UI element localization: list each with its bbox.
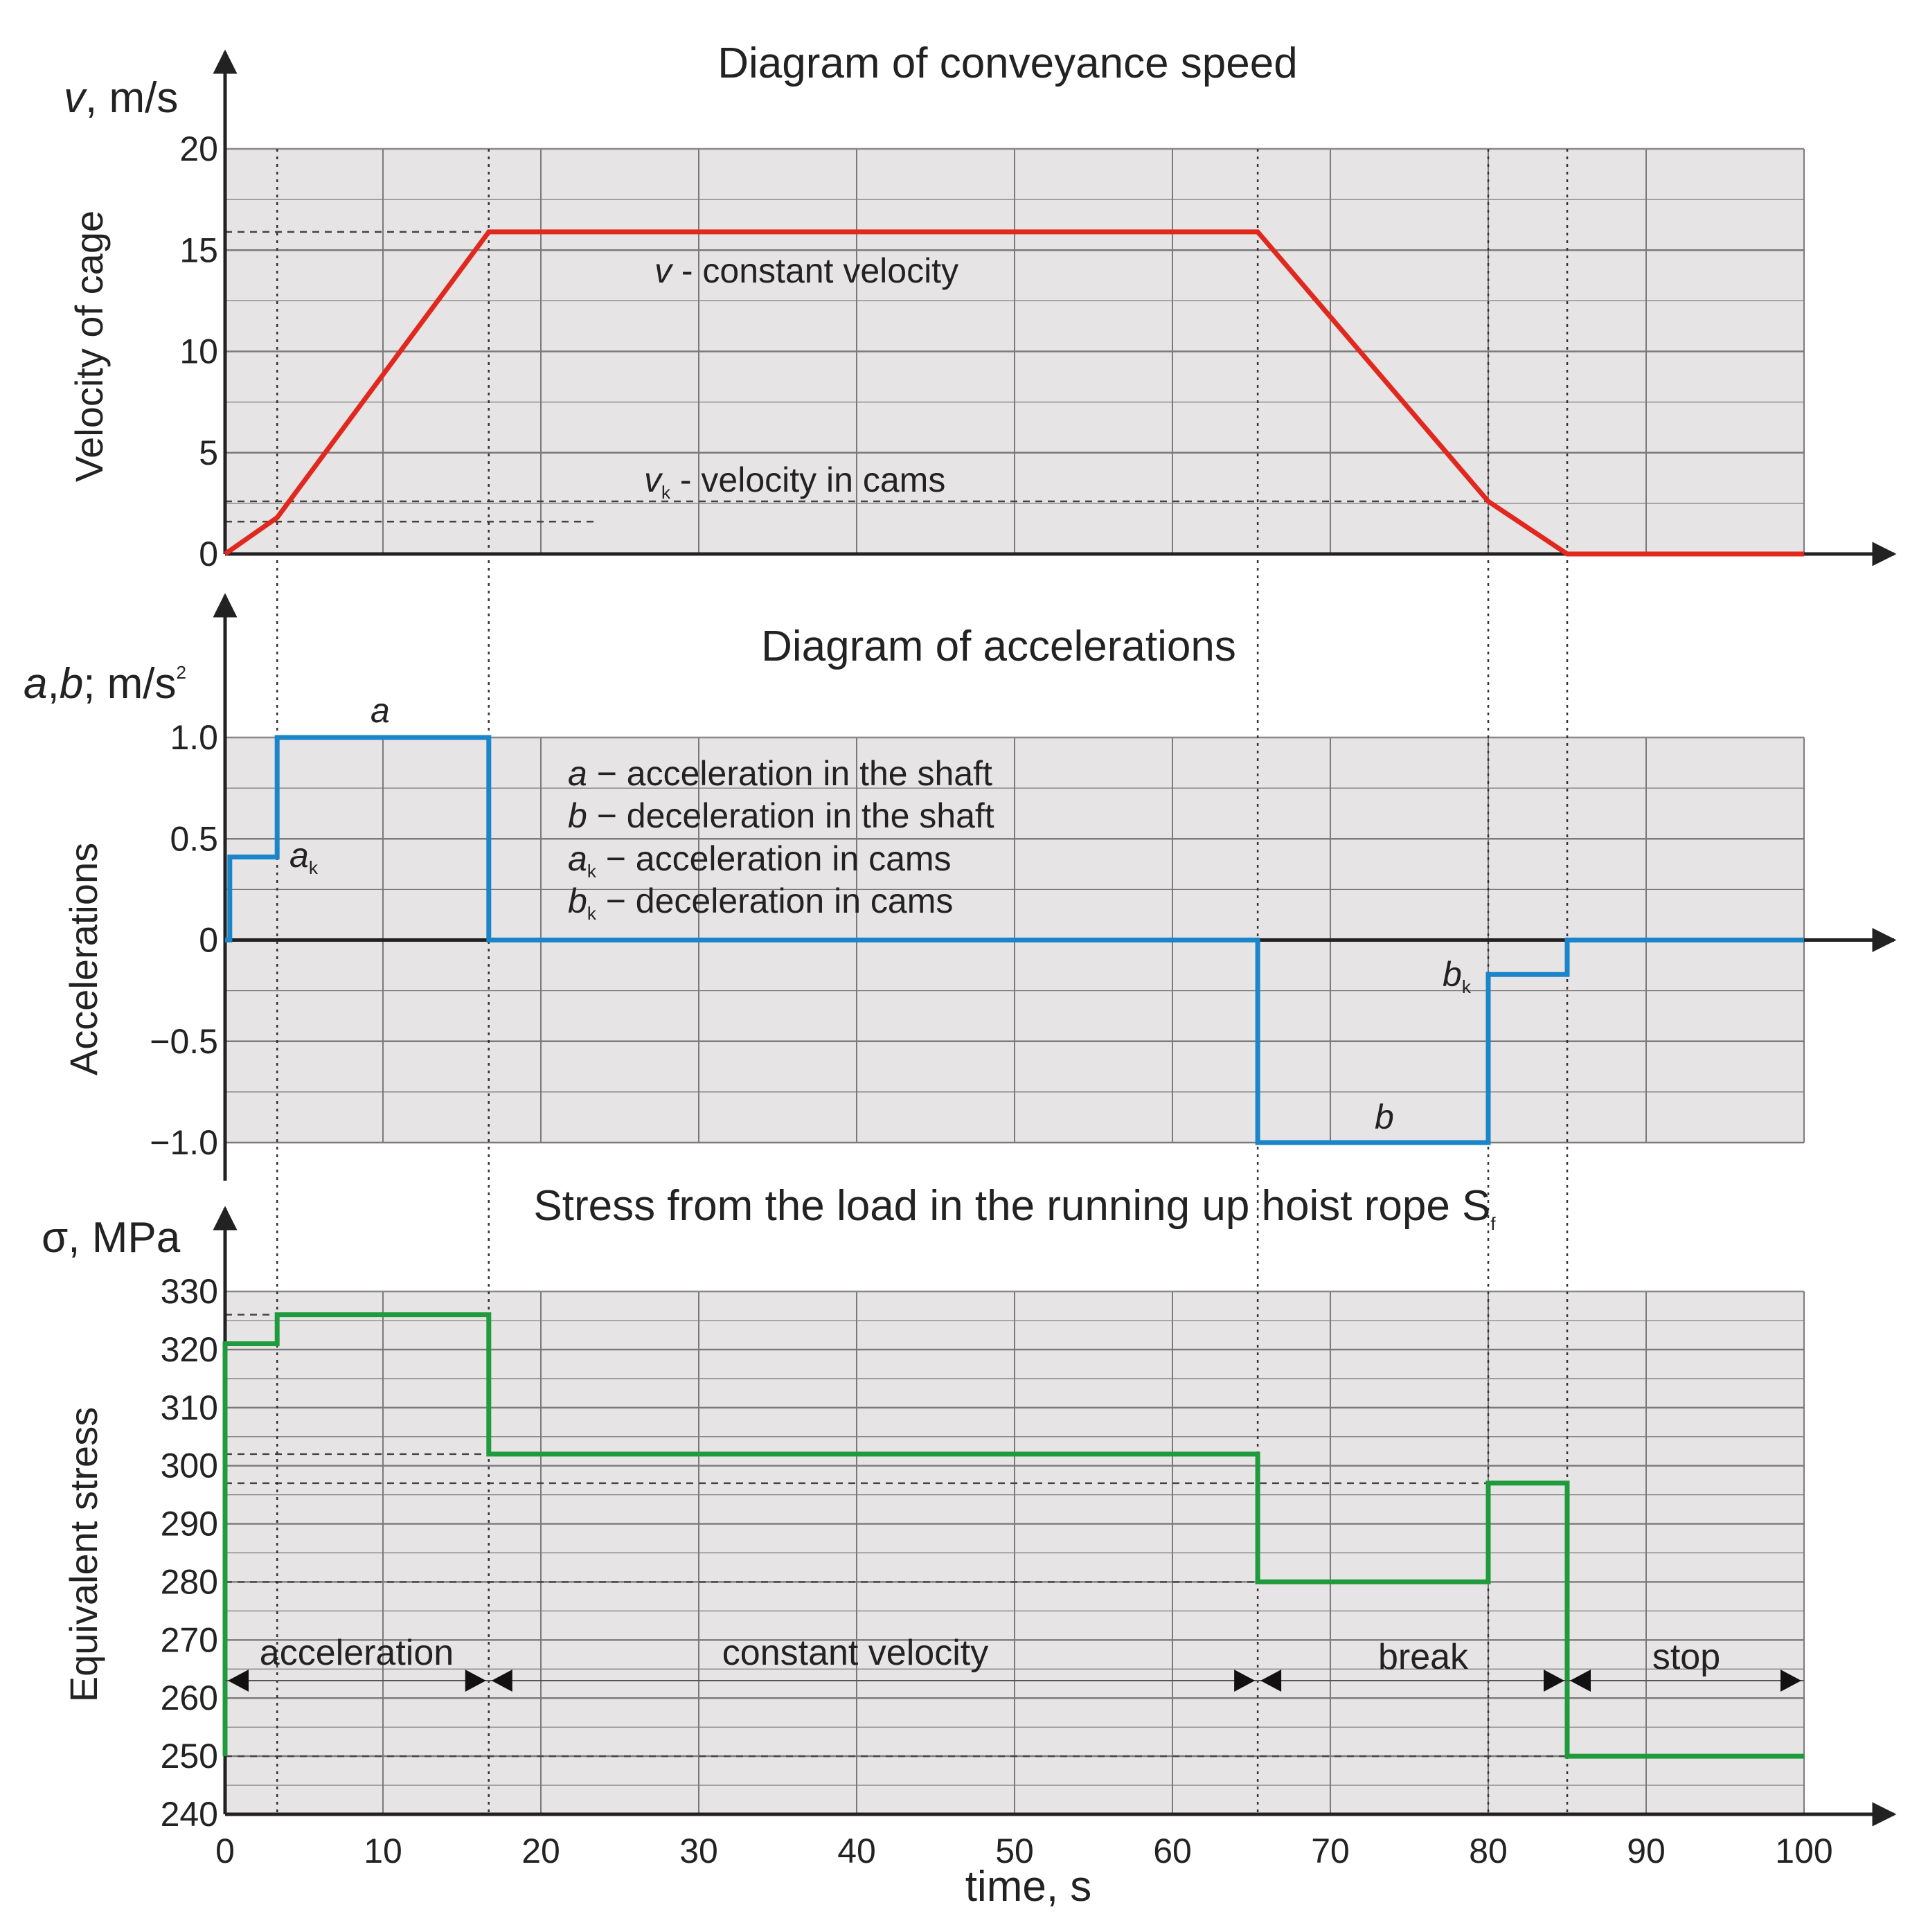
- legend-item: ak − acceleration in cams: [568, 839, 952, 882]
- series-velocity: [223, 229, 1804, 557]
- acceleration-y-label: Accelerations: [62, 843, 105, 1075]
- y-tick-label: 310: [161, 1388, 218, 1427]
- y-tick-label: 240: [161, 1795, 218, 1834]
- x-tick-label: 80: [1469, 1832, 1508, 1870]
- y-tick-label: 0.5: [170, 819, 218, 858]
- constant-velocity-annotation: v - constant velocity: [654, 251, 958, 290]
- y-tick-label: 290: [161, 1505, 218, 1544]
- y-tick-label: 1.0: [170, 718, 218, 757]
- x-tick-label: 30: [679, 1832, 718, 1870]
- x-tick-label: 60: [1153, 1832, 1192, 1870]
- acceleration-y-unit: a,b; m/s2: [24, 660, 186, 708]
- y-tick-label: 260: [161, 1679, 218, 1717]
- x-tick-label: 50: [995, 1832, 1034, 1870]
- y-tick-label: 15: [179, 231, 218, 269]
- phase-arrowhead: [491, 1670, 512, 1692]
- phase-arrowhead: [1780, 1670, 1801, 1692]
- label-ak: ak: [289, 836, 319, 878]
- phase-arrowhead: [1570, 1670, 1591, 1692]
- stress-y-label: Equivalent stress: [62, 1407, 105, 1702]
- x-tick-label: 40: [837, 1832, 876, 1870]
- y-tick-label: 10: [179, 332, 218, 371]
- stress-y-unit: σ, MPa: [42, 1214, 181, 1262]
- legend-item: b − deceleration in the shaft: [568, 796, 994, 835]
- x-tick-label: 20: [521, 1832, 560, 1870]
- y-tick-label: 20: [179, 129, 218, 168]
- label-a: a: [371, 691, 390, 730]
- speed-y-unit: v, m/s: [64, 74, 178, 122]
- y-tick-label: 0: [199, 535, 218, 573]
- speed-chart-title: Diagram of conveyance speed: [717, 39, 1297, 87]
- y-tick-label: 300: [161, 1447, 218, 1485]
- y-tick-label: 0: [199, 921, 218, 960]
- acceleration-legend: a − acceleration in the shaft b − decele…: [568, 754, 994, 924]
- y-tick-label: 5: [199, 433, 218, 472]
- x-tick-label: 90: [1627, 1832, 1666, 1870]
- series-stress: [222, 1312, 1804, 1759]
- y-tick-label: 250: [161, 1737, 218, 1776]
- phase-acceleration-label: acceleration: [260, 1633, 454, 1673]
- y-tick-label: 270: [161, 1620, 218, 1659]
- y-tick-label: 280: [161, 1562, 218, 1601]
- phase-arrowhead: [465, 1670, 486, 1692]
- phase-arrowhead: [228, 1670, 249, 1692]
- y-tick-label: 320: [161, 1330, 218, 1369]
- speed-y-label: Velocity of cage: [67, 211, 111, 482]
- label-b: b: [1375, 1098, 1394, 1136]
- phase-constant-velocity-label: constant velocity: [722, 1633, 988, 1673]
- cam-velocity-annotation: vk - velocity in cams: [644, 460, 945, 503]
- stress-chart-title: Stress from the load in the running up h…: [533, 1182, 1496, 1234]
- y-tick-label: −1.0: [150, 1123, 218, 1162]
- phase-arrowhead: [1544, 1670, 1564, 1692]
- phase-arrowhead: [1260, 1670, 1282, 1692]
- acceleration-chart-title: Diagram of accelerations: [761, 623, 1236, 670]
- x-axis-label: time, s: [965, 1863, 1092, 1911]
- x-tick-label: 70: [1311, 1832, 1350, 1870]
- phase-arrowhead: [1234, 1670, 1256, 1692]
- y-tick-label: 330: [161, 1272, 218, 1311]
- legend-item: bk − deceleration in cams: [568, 882, 953, 924]
- phase-break-label: break: [1378, 1637, 1469, 1677]
- series-acceleration: [225, 735, 1804, 1145]
- label-bk: bk: [1443, 955, 1472, 997]
- x-tick-label: 10: [364, 1832, 402, 1870]
- phase-stop-label: stop: [1652, 1637, 1720, 1677]
- y-tick-label: −0.5: [150, 1022, 218, 1061]
- x-tick-label: 0: [215, 1832, 235, 1870]
- x-tick-label: 100: [1775, 1832, 1832, 1870]
- legend-item: a − acceleration in the shaft: [568, 754, 992, 793]
